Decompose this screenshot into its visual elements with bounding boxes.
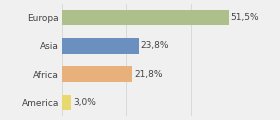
Text: 3,0%: 3,0% xyxy=(73,98,96,107)
Bar xyxy=(62,10,228,25)
Bar xyxy=(62,38,139,54)
Bar xyxy=(62,66,132,82)
Text: 23,8%: 23,8% xyxy=(140,41,169,50)
Bar xyxy=(62,95,71,110)
Text: 21,8%: 21,8% xyxy=(134,70,162,79)
Text: 51,5%: 51,5% xyxy=(230,13,259,22)
